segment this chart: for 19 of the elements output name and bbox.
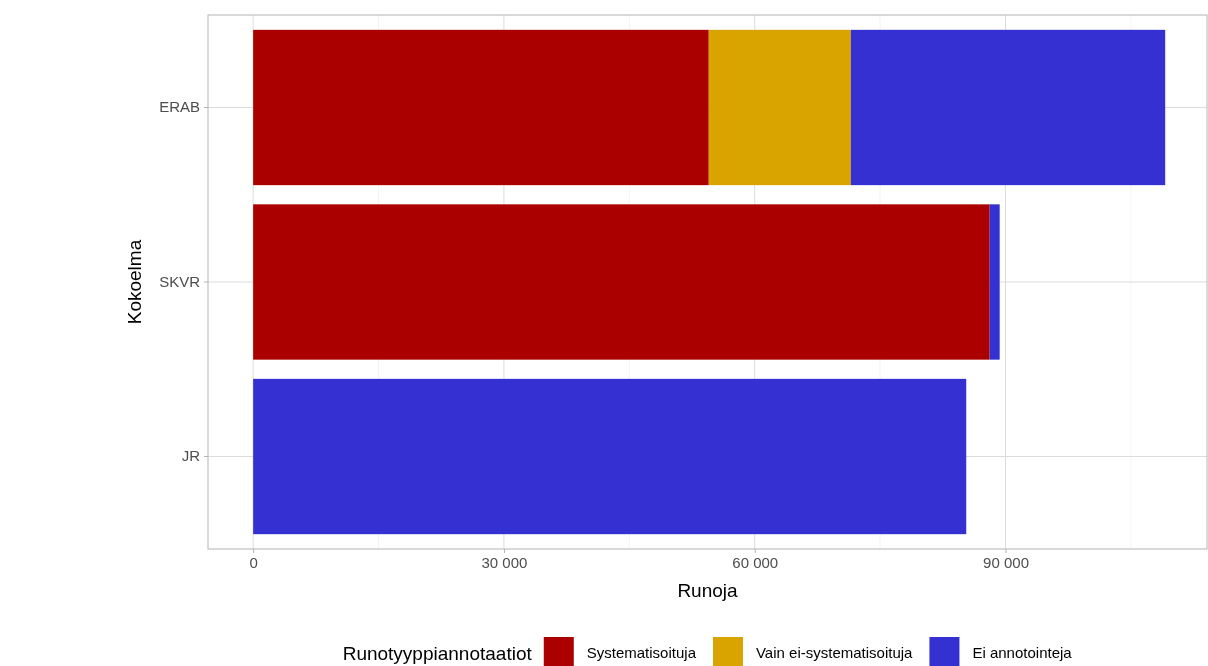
x-tick-label: 30 000 — [481, 553, 528, 571]
y-tick-label: SKVR — [159, 272, 201, 290]
legend-label: Ei annotointeja — [972, 644, 1073, 661]
y-axis-title: Kokoelma — [124, 239, 145, 325]
legend-label: Vain ei-systematisoituja — [755, 644, 914, 661]
x-tick-label: 60 000 — [732, 553, 779, 571]
x-tick-label: 90 000 — [983, 553, 1029, 571]
bar — [989, 204, 1000, 360]
bar — [708, 29, 851, 186]
bar — [253, 204, 990, 360]
x-tick-label: 0 — [249, 553, 258, 571]
bar — [850, 29, 1166, 186]
y-tick-label: ERAB — [159, 98, 200, 116]
bar — [253, 378, 967, 535]
legend-label: Systematisoituja — [586, 644, 697, 661]
x-axis-title: Runoja — [677, 580, 739, 601]
y-tick-label: JR — [181, 447, 201, 465]
legend-title: Runotyyppiannotaatiot — [342, 643, 533, 664]
bar — [253, 29, 709, 186]
